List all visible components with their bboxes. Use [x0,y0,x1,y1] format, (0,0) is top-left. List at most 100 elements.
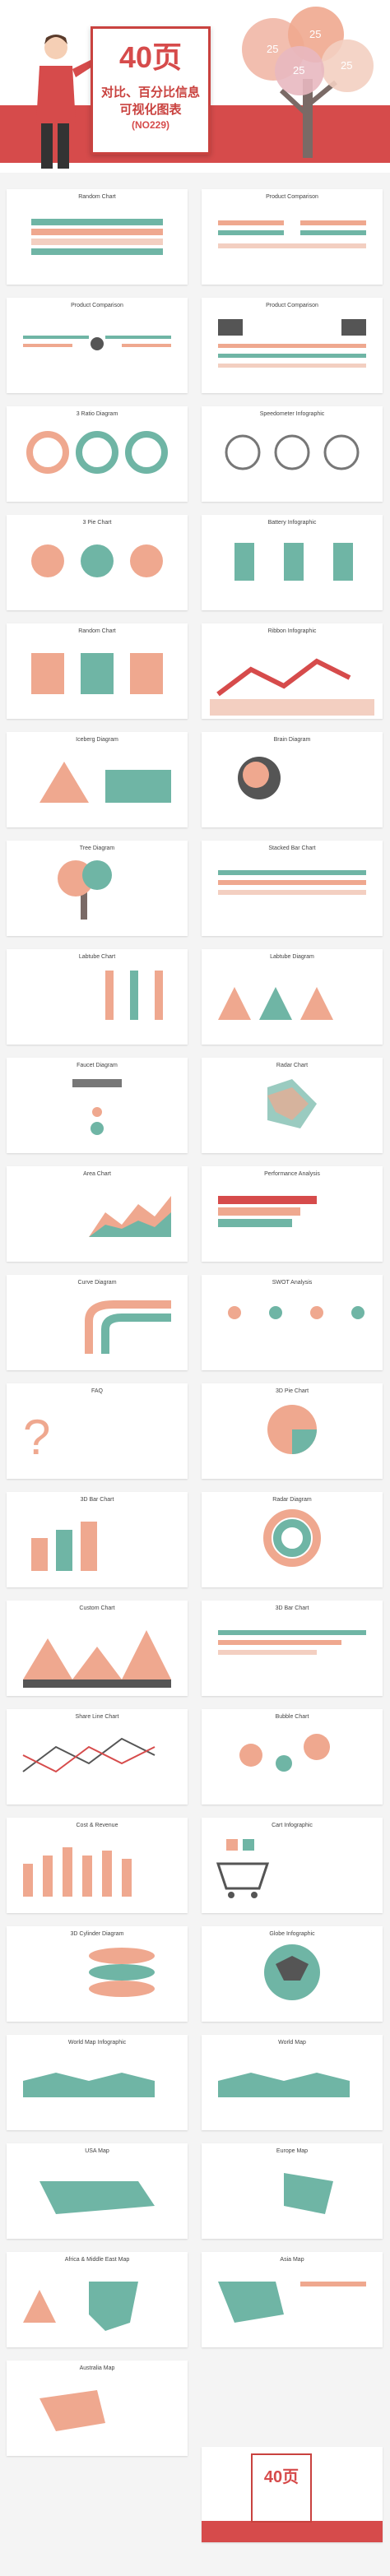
slide-thumb[interactable]: FAQ ? [7,1383,188,1479]
slide-title: Brain Diagram [273,737,311,743]
slide-thumb[interactable]: Europe Map [202,2143,383,2239]
slide-graphic [105,971,163,1020]
slide-thumb[interactable]: SWOT Analysis [202,1275,383,1370]
slide-graphic [267,1405,317,1454]
slide-graphic [218,2282,366,2323]
slide-graphic [264,1944,320,2000]
slide-thumb[interactable]: 3 Pie Chart [7,515,188,610]
slide-graphic [39,762,171,803]
slide-thumb[interactable]: Cost & Revenue [7,1818,188,1913]
end-slide-thumb[interactable]: 40页 [202,2447,383,2542]
slide-graphic [23,2073,155,2097]
end-band [202,2521,383,2542]
slide-thumb[interactable]: 3 Ratio Diagram [7,406,188,502]
slide-thumb[interactable]: Product Comparison [202,189,383,285]
slide-graphic [218,1630,366,1655]
slide-title: Bubble Chart [275,1714,309,1720]
slide-graphic [58,860,112,920]
slide-thumb[interactable]: Brain Diagram [202,732,383,827]
slide-title: Performance Analysis [264,1171,320,1177]
slide-title: 3D Pie Chart [275,1388,309,1394]
slide-thumb[interactable]: Australia Map [7,2361,188,2456]
slide-title: 3 Pie Chart [82,520,112,526]
slide-title: Custom Chart [79,1605,115,1611]
slide-title: Iceberg Diagram [76,737,118,743]
slide-title: Asia Map [280,2257,304,2263]
slide-thumb[interactable]: Radar Chart [202,1058,383,1153]
slide-thumb[interactable]: Random Chart [7,189,188,285]
slide-thumb[interactable]: 3D Pie Chart [202,1383,383,1479]
slide-thumb[interactable]: Bubble Chart [202,1709,383,1805]
slide-title: Product Comparison [71,303,123,308]
slide-thumb[interactable]: Labtube Diagram [202,949,383,1045]
slide-title: SWOT Analysis [272,1280,313,1286]
slide-graphic [218,2073,350,2097]
slide-thumb[interactable]: Battery Infographic [202,515,383,610]
slide-graphic [228,1306,364,1319]
slide-title: World Map Infographic [67,2040,127,2046]
slide-title: Globe Infographic [269,1931,315,1937]
slide-thumb[interactable]: Speedometer Infographic [202,406,383,502]
presenter-illustration [36,35,104,169]
slide-thumb[interactable]: World Map Infographic [7,2035,188,2130]
slide-graphic [72,1079,122,1135]
slide-title: Labtube Diagram [270,954,314,960]
slide-thumb[interactable]: 3D Bar Chart [7,1492,188,1587]
slide-thumb[interactable]: World Map [202,2035,383,2130]
slide-title: Speedometer Infographic [259,411,325,417]
slide-graphic [218,319,366,368]
slide-graphic [26,431,168,474]
slide-thumb[interactable]: Performance Analysis [202,1166,383,1262]
slide-thumb[interactable]: 3D Cylinder Diagram [7,1926,188,2022]
slide-graphic [284,2173,333,2214]
slide-thumb[interactable]: Product Comparison [202,298,383,393]
slide-title: 3D Bar Chart [80,1497,114,1503]
slide-title: 3 Ratio Diagram [76,411,118,417]
slide-graphic [31,653,163,694]
slide-graphic [218,220,366,248]
slide-thumb[interactable]: Globe Infographic [202,1926,383,2022]
slide-graphic [85,1300,171,1354]
slide-thumb[interactable]: Iceberg Diagram [7,732,188,827]
slide-graphic: ? [23,1410,50,1465]
slide-thumb[interactable]: Tree Diagram [7,841,188,936]
end-board: 40页 [251,2453,312,2523]
slide-thumb[interactable]: Africa & Middle East Map [7,2252,188,2347]
tree-illustration: 25 25 25 25 [242,7,374,158]
slide-thumb[interactable]: Radar Diagram [202,1492,383,1587]
hero-banner: 40页 对比、百分比信息 可视化图表 (NO229) 25 25 25 25 [0,0,390,173]
page-count-title: 40页 [118,40,183,74]
slide-thumb[interactable]: Curve Diagram [7,1275,188,1370]
slide-thumb[interactable]: Share Line Chart [7,1709,188,1805]
slide-graphic [23,2282,138,2331]
tree-label-2: 25 [309,28,321,40]
slide-title: Radar Chart [276,1063,309,1068]
slide-thumb[interactable]: Faucet Diagram [7,1058,188,1153]
slide-title: USA Map [85,2148,109,2154]
slide-graphic [239,1734,330,1772]
slide-title: Area Chart [83,1171,111,1177]
slide-title: Africa & Middle East Map [64,2257,130,2263]
slide-thumb[interactable]: Asia Map [202,2252,383,2347]
title-line-1: 对比、百分比信息 [100,86,200,100]
slide-thumb[interactable]: Cart Infographic [202,1818,383,1913]
title-board: 40页 对比、百分比信息 可视化图表 (NO229) [91,26,211,155]
slide-thumb[interactable]: 3D Bar Chart [202,1601,383,1696]
slide-graphic [39,2390,105,2431]
slide-thumb[interactable]: Custom Chart [7,1601,188,1696]
slide-thumb[interactable]: Random Chart [7,623,188,719]
slide-title: Ribbon Infographic [267,628,317,634]
slide-title: Europe Map [276,2148,309,2154]
slide-title: Labtube Chart [78,954,116,960]
slide-title: 3D Bar Chart [275,1605,309,1611]
slide-graphic [210,658,374,716]
slide-thumb[interactable]: Product Comparison [7,298,188,393]
slide-graphic [216,1839,270,1898]
slide-thumb[interactable]: Labtube Chart [7,949,188,1045]
slide-title: Radar Diagram [272,1497,312,1503]
slide-graphic [89,1196,171,1237]
slide-thumb[interactable]: Stacked Bar Chart [202,841,383,936]
slide-thumb[interactable]: Area Chart [7,1166,188,1262]
slide-thumb[interactable]: Ribbon Infographic [202,623,383,719]
slide-thumb[interactable]: USA Map [7,2143,188,2239]
